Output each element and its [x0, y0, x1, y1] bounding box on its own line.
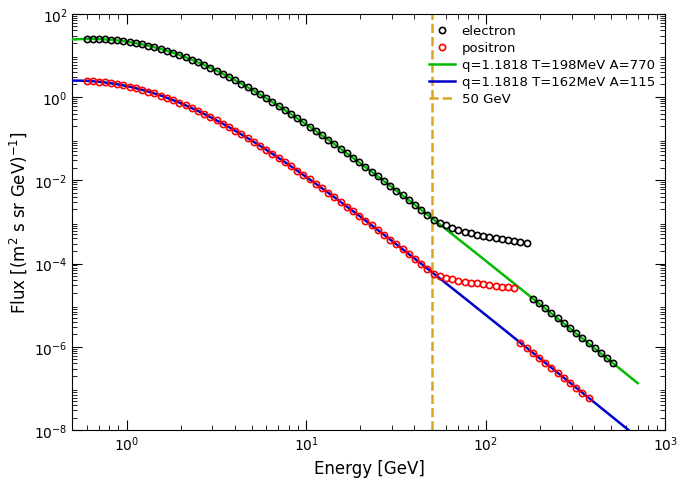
Line: electron: electron — [84, 37, 616, 367]
electron — [138, 43, 146, 48]
electron — [609, 361, 617, 367]
q=1.1818 T=198MeV A=770 — [634, 380, 642, 386]
q=1.1818 T=162MeV A=115 — [318, 186, 326, 192]
50 GeV — [427, 95, 436, 101]
positron — [200, 112, 208, 118]
q=1.1818 T=198MeV A=770 — [510, 281, 518, 287]
q=1.1818 T=198MeV A=770 — [68, 37, 77, 43]
q=1.1818 T=198MeV A=770 — [457, 239, 465, 244]
positron — [83, 79, 91, 85]
Line: positron: positron — [84, 78, 592, 401]
q=1.1818 T=162MeV A=115 — [634, 435, 642, 440]
q=1.1818 T=198MeV A=770 — [318, 133, 326, 139]
q=1.1818 T=162MeV A=115 — [68, 78, 77, 84]
q=1.1818 T=198MeV A=770 — [520, 289, 528, 295]
electron — [83, 37, 91, 43]
q=1.1818 T=162MeV A=115 — [520, 343, 528, 349]
q=1.1818 T=198MeV A=770 — [127, 40, 135, 46]
positron — [225, 125, 233, 131]
positron — [318, 186, 326, 192]
electron — [529, 296, 537, 302]
Legend: electron, positron, q=1.1818 T=198MeV A=770, q=1.1818 T=162MeV A=115, 50 GeV: electron, positron, q=1.1818 T=198MeV A=… — [425, 21, 659, 110]
electron — [95, 37, 103, 43]
positron — [219, 121, 227, 127]
q=1.1818 T=198MeV A=770 — [86, 37, 94, 43]
q=1.1818 T=162MeV A=115 — [297, 171, 306, 177]
q=1.1818 T=162MeV A=115 — [457, 293, 465, 299]
q=1.1818 T=162MeV A=115 — [69, 78, 77, 84]
electron — [107, 38, 115, 44]
Line: q=1.1818 T=162MeV A=115: q=1.1818 T=162MeV A=115 — [73, 81, 638, 438]
positron — [485, 283, 493, 288]
electron — [485, 235, 493, 241]
positron — [473, 281, 481, 287]
Y-axis label: Flux [(m$^2$ s sr GeV)$^{-1}$]: Flux [(m$^2$ s sr GeV)$^{-1}$] — [7, 131, 29, 314]
positron — [584, 395, 593, 401]
X-axis label: Energy [GeV]: Energy [GeV] — [314, 459, 425, 477]
electron — [336, 147, 345, 152]
q=1.1818 T=162MeV A=115 — [510, 335, 518, 341]
q=1.1818 T=162MeV A=115 — [127, 85, 135, 91]
q=1.1818 T=198MeV A=770 — [297, 119, 306, 125]
Line: q=1.1818 T=198MeV A=770: q=1.1818 T=198MeV A=770 — [73, 40, 638, 383]
